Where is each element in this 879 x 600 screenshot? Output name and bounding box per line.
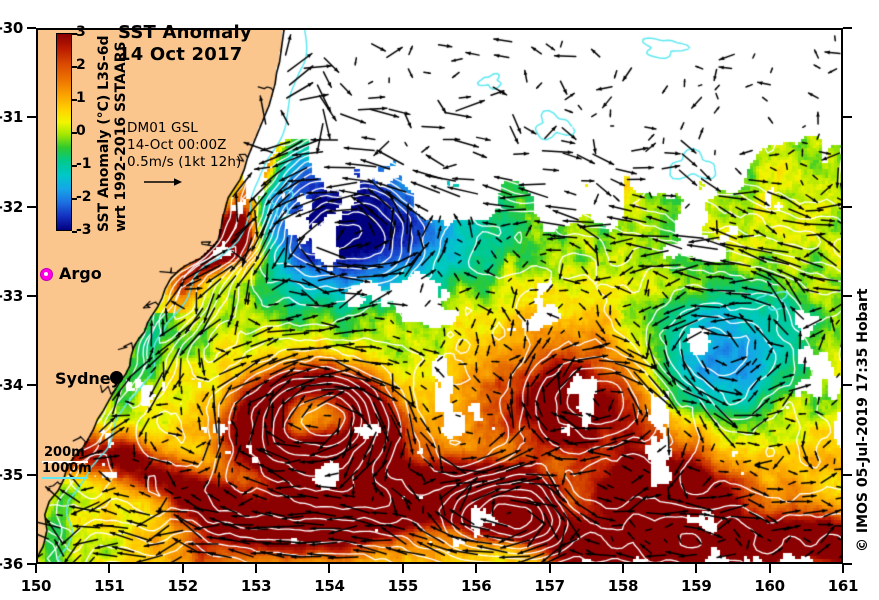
y-tick-right bbox=[843, 384, 852, 387]
x-tick-label: 151 bbox=[94, 577, 125, 595]
x-tick-label: 160 bbox=[754, 577, 785, 595]
dataset-annotation: DM01 GSL 14-Oct 00:00Z 0.5m/s (1kt 12h) bbox=[127, 120, 241, 171]
y-tick bbox=[27, 384, 36, 387]
colorbar-tick bbox=[72, 66, 77, 68]
x-tick bbox=[181, 564, 184, 573]
bathymetry-line-1000m bbox=[42, 477, 88, 479]
y-tick-right bbox=[843, 473, 852, 476]
x-tick-label: 154 bbox=[314, 577, 345, 595]
y-tick-right bbox=[843, 116, 852, 119]
x-tick bbox=[328, 564, 331, 573]
x-tick-label: 152 bbox=[167, 577, 199, 595]
y-tick bbox=[27, 205, 36, 208]
y-tick-label: -35 bbox=[0, 465, 23, 484]
y-tick bbox=[27, 295, 36, 297]
x-tick-label: 156 bbox=[460, 577, 492, 595]
x-tick-label: 150 bbox=[20, 577, 52, 595]
credit-text: © IMOS 05-Jul-2019 17:35 Hobart bbox=[855, 288, 871, 552]
x-tick bbox=[108, 564, 111, 573]
colorbar-tick-label: 2 bbox=[76, 57, 86, 73]
argo-legend-label: Argo bbox=[59, 264, 102, 283]
x-tick bbox=[475, 564, 478, 573]
colorbar-tick bbox=[72, 165, 77, 167]
velocity-reference-arrow bbox=[144, 178, 182, 186]
colorbar-tick bbox=[72, 198, 77, 200]
bathymetry-label-1000m: 1000m bbox=[42, 461, 92, 476]
colorbar-tick bbox=[72, 231, 77, 233]
colorbar-label-line1: SST Anomaly (°C) L3S-6d bbox=[96, 35, 112, 232]
y-tick bbox=[27, 27, 36, 29]
colorbar-tick-label: 1 bbox=[76, 90, 86, 106]
y-tick-label: -33 bbox=[0, 287, 23, 305]
city-marker-icon bbox=[110, 371, 123, 384]
y-tick-right bbox=[843, 205, 852, 208]
page-title: SST Anomaly bbox=[118, 22, 252, 43]
y-tick bbox=[27, 116, 36, 119]
x-tick-label: 153 bbox=[240, 577, 272, 595]
y-tick-label: -34 bbox=[0, 376, 23, 395]
x-tick bbox=[695, 564, 698, 573]
x-tick-label: 155 bbox=[387, 577, 419, 595]
x-tick-label: 161 bbox=[827, 577, 859, 595]
colorbar-tick bbox=[72, 33, 77, 35]
x-tick bbox=[621, 564, 624, 573]
city-label-sydney: Sydney bbox=[55, 369, 122, 388]
x-tick bbox=[255, 564, 258, 573]
x-tick-label: 159 bbox=[681, 577, 712, 595]
y-tick-label: -31 bbox=[0, 108, 23, 127]
y-tick-right bbox=[843, 295, 852, 297]
x-tick-label: 158 bbox=[607, 577, 639, 595]
x-tick bbox=[842, 564, 844, 573]
x-tick bbox=[548, 564, 551, 573]
bathymetry-line-200m bbox=[42, 461, 88, 463]
colorbar-tick-label: -1 bbox=[76, 156, 92, 172]
y-tick bbox=[27, 473, 36, 476]
x-tick-label: 157 bbox=[534, 577, 565, 595]
title-date: 14 Oct 2017 bbox=[118, 44, 243, 65]
colorbar-tick-label: -3 bbox=[76, 222, 92, 238]
x-tick bbox=[768, 564, 771, 573]
colorbar-tick bbox=[72, 132, 77, 134]
colorbar-tick-label: -2 bbox=[76, 189, 92, 205]
y-tick-label: -36 bbox=[0, 555, 23, 573]
colorbar-tick-label: 0 bbox=[76, 123, 86, 139]
argo-marker-center-icon bbox=[43, 271, 48, 276]
y-tick-label: -30 bbox=[0, 19, 23, 37]
colorbar bbox=[56, 33, 72, 231]
y-tick bbox=[27, 563, 36, 565]
annotation-source: DM01 GSL bbox=[127, 120, 198, 136]
y-tick-right bbox=[843, 563, 852, 565]
bathymetry-label-200m: 200m bbox=[44, 445, 85, 460]
colorbar-tick bbox=[72, 99, 77, 101]
colorbar-tick-label: 3 bbox=[76, 24, 86, 40]
x-tick bbox=[35, 564, 37, 573]
map-plot-area bbox=[36, 28, 843, 564]
y-tick-right bbox=[843, 27, 852, 29]
x-tick bbox=[401, 564, 404, 573]
contour-vector-overlay bbox=[36, 28, 843, 564]
y-tick-label: -32 bbox=[0, 197, 23, 216]
annotation-scale: 0.5m/s (1kt 12h) bbox=[127, 154, 242, 170]
annotation-time: 14-Oct 00:00Z bbox=[127, 137, 227, 153]
